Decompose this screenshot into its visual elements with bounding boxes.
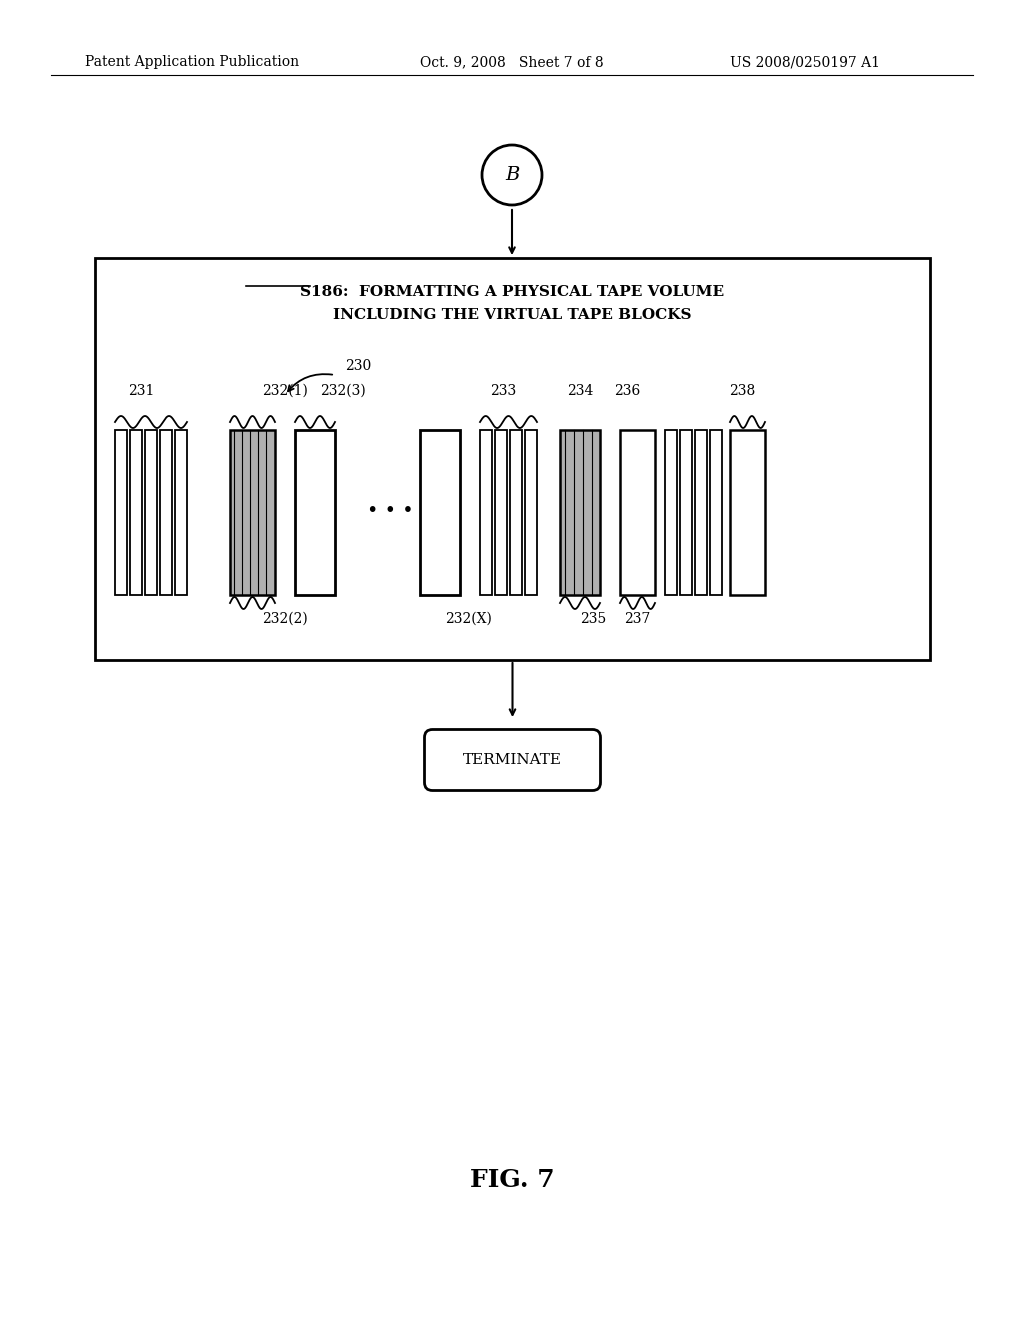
- Bar: [710, 430, 722, 595]
- Bar: [510, 430, 522, 595]
- Bar: [620, 430, 655, 595]
- Text: Oct. 9, 2008   Sheet 7 of 8: Oct. 9, 2008 Sheet 7 of 8: [420, 55, 603, 69]
- Bar: [160, 430, 172, 595]
- Bar: [525, 430, 537, 595]
- Text: 237: 237: [625, 612, 650, 626]
- Text: 236: 236: [614, 384, 641, 399]
- Bar: [230, 430, 275, 595]
- Bar: [420, 430, 460, 595]
- Text: Patent Application Publication: Patent Application Publication: [85, 55, 299, 69]
- Bar: [295, 430, 335, 595]
- Text: S186:  FORMATTING A PHYSICAL TAPE VOLUME: S186: FORMATTING A PHYSICAL TAPE VOLUME: [300, 285, 725, 300]
- Text: 232(2): 232(2): [262, 612, 308, 626]
- Bar: [695, 430, 707, 595]
- FancyBboxPatch shape: [425, 730, 600, 791]
- FancyBboxPatch shape: [95, 257, 930, 660]
- Bar: [560, 430, 600, 595]
- Text: 234: 234: [567, 384, 593, 399]
- Text: • • •: • • •: [367, 500, 414, 520]
- Text: 232(X): 232(X): [445, 612, 492, 626]
- Text: 230: 230: [345, 359, 372, 374]
- Bar: [480, 430, 492, 595]
- Bar: [680, 430, 692, 595]
- Text: 238: 238: [729, 384, 756, 399]
- Text: B: B: [505, 166, 519, 183]
- Bar: [130, 430, 142, 595]
- Bar: [115, 430, 127, 595]
- Bar: [665, 430, 677, 595]
- Text: 235: 235: [580, 612, 606, 626]
- Text: 231: 231: [128, 384, 155, 399]
- Text: 232(3): 232(3): [319, 384, 366, 399]
- Bar: [145, 430, 157, 595]
- Bar: [495, 430, 507, 595]
- Text: 232(1): 232(1): [262, 384, 308, 399]
- Text: US 2008/0250197 A1: US 2008/0250197 A1: [730, 55, 880, 69]
- Text: 233: 233: [490, 384, 517, 399]
- Bar: [730, 430, 765, 595]
- Text: TERMINATE: TERMINATE: [463, 752, 562, 767]
- Text: INCLUDING THE VIRTUAL TAPE BLOCKS: INCLUDING THE VIRTUAL TAPE BLOCKS: [333, 308, 692, 322]
- Text: FIG. 7: FIG. 7: [470, 1168, 554, 1192]
- Bar: [175, 430, 187, 595]
